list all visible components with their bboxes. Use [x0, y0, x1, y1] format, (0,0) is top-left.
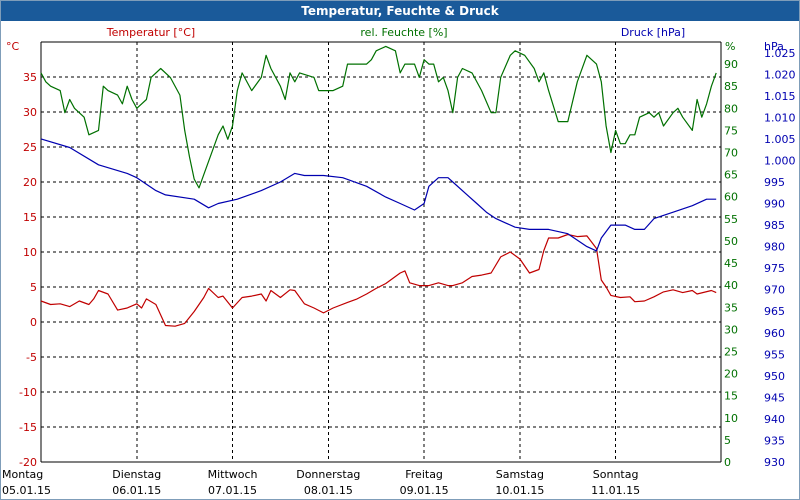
tick-label-humidity: 75	[724, 124, 738, 137]
tick-label-pressure: 980	[764, 241, 785, 254]
tick-label-humidity: 10	[724, 412, 738, 425]
tick-label-humidity: 25	[724, 345, 738, 358]
tick-label-pressure: 950	[764, 370, 785, 383]
tick-label-temperature: 5	[30, 281, 37, 294]
tick-label-pressure: 945	[764, 391, 785, 404]
x-tick-date: 06.01.15	[112, 484, 161, 497]
tick-label-pressure: 965	[764, 305, 785, 318]
tick-label-humidity: 85	[724, 80, 738, 93]
x-tick-date: 10.01.15	[495, 484, 544, 497]
tick-label-humidity: 80	[724, 102, 738, 115]
series-lines	[40, 45, 717, 327]
tick-label-humidity: 40	[724, 279, 738, 292]
x-tick-day: Dienstag	[112, 468, 161, 481]
tick-label-pressure: 1.020	[764, 68, 796, 81]
tick-label-humidity: 35	[724, 301, 738, 314]
tick-label-humidity: 0	[724, 456, 731, 469]
x-tick-day: Montag	[2, 468, 43, 481]
axis-unit-pressure: hPa	[764, 40, 784, 53]
tick-label-temperature: 25	[23, 141, 37, 154]
tick-label-pressure: 995	[764, 176, 785, 189]
tick-label-humidity: 65	[724, 169, 738, 182]
tick-label-humidity: 20	[724, 368, 738, 381]
tick-label-temperature: 30	[23, 106, 37, 119]
tick-label-temperature: 0	[30, 316, 37, 329]
x-tick-date: 05.01.15	[2, 484, 51, 497]
window-title: Temperatur, Feuchte & Druck	[1, 1, 799, 21]
x-tick-day: Sonntag	[593, 468, 639, 481]
tick-label-pressure: 1.015	[764, 90, 796, 103]
tick-label-humidity: 50	[724, 235, 738, 248]
x-tick-day: Mittwoch	[208, 468, 258, 481]
tick-label-temperature: 15	[23, 211, 37, 224]
series-label-temperature: Temperatur [°C]	[106, 26, 195, 39]
tick-label-pressure: 975	[764, 262, 785, 275]
axes	[40, 41, 722, 463]
tick-label-humidity: 55	[724, 213, 738, 226]
tick-label-humidity: 70	[724, 147, 738, 160]
tick-label-temperature: -10	[19, 386, 37, 399]
tick-label-temperature: 10	[23, 246, 37, 259]
series-label-humidity: rel. Feuchte [%]	[360, 26, 447, 39]
x-tick-day: Donnerstag	[296, 468, 360, 481]
x-tick-day: Samstag	[496, 468, 544, 481]
tick-label-pressure: 1.010	[764, 111, 796, 124]
x-tick-day: Freitag	[405, 468, 443, 481]
tick-label-humidity: 90	[724, 58, 738, 71]
tick-label-pressure: 940	[764, 413, 785, 426]
tick-label-humidity: 5	[724, 434, 731, 447]
tick-label-pressure: 990	[764, 198, 785, 211]
tick-label-pressure: 935	[764, 434, 785, 447]
tick-labels: -20 -15 -10 -5 0 5 10 15 20 25 30 35 °C 0 5 10 15 20 25 30 3…	[2, 26, 796, 497]
tick-label-temperature: -5	[26, 351, 37, 364]
tick-label-humidity: 15	[724, 390, 738, 403]
series-line-humidity	[40, 45, 717, 189]
tick-label-pressure: 1.000	[764, 154, 796, 167]
tick-label-pressure: 970	[764, 284, 785, 297]
tick-label-temperature: -15	[19, 421, 37, 434]
grid	[40, 42, 721, 463]
x-tick-date: 11.01.15	[591, 484, 640, 497]
axis-unit-temperature: °C	[6, 40, 20, 53]
series-line-temperature	[40, 233, 717, 327]
tick-label-pressure: 960	[764, 327, 785, 340]
series-label-pressure: Druck [hPa]	[621, 26, 685, 39]
x-tick-date: 09.01.15	[400, 484, 449, 497]
tick-label-humidity: 30	[724, 323, 738, 336]
tick-label-temperature: 35	[23, 71, 37, 84]
x-tick-date: 08.01.15	[304, 484, 353, 497]
tick-label-temperature: -20	[19, 456, 37, 469]
tick-label-pressure: 1.025	[764, 47, 796, 60]
tick-label-pressure: 955	[764, 348, 785, 361]
tick-label-pressure: 930	[764, 456, 785, 469]
tick-label-pressure: 1.005	[764, 133, 796, 146]
series-line-pressure	[40, 138, 717, 252]
tick-label-pressure: 985	[764, 219, 785, 232]
tick-label-humidity: 60	[724, 191, 738, 204]
x-tick-date: 07.01.15	[208, 484, 257, 497]
tick-label-temperature: 20	[23, 176, 37, 189]
axis-unit-humidity: %	[725, 40, 735, 53]
weather-chart: -20 -15 -10 -5 0 5 10 15 20 25 30 35 °C 0 5 10 15 20 25 30 3…	[2, 26, 796, 497]
tick-label-humidity: 45	[724, 257, 738, 270]
